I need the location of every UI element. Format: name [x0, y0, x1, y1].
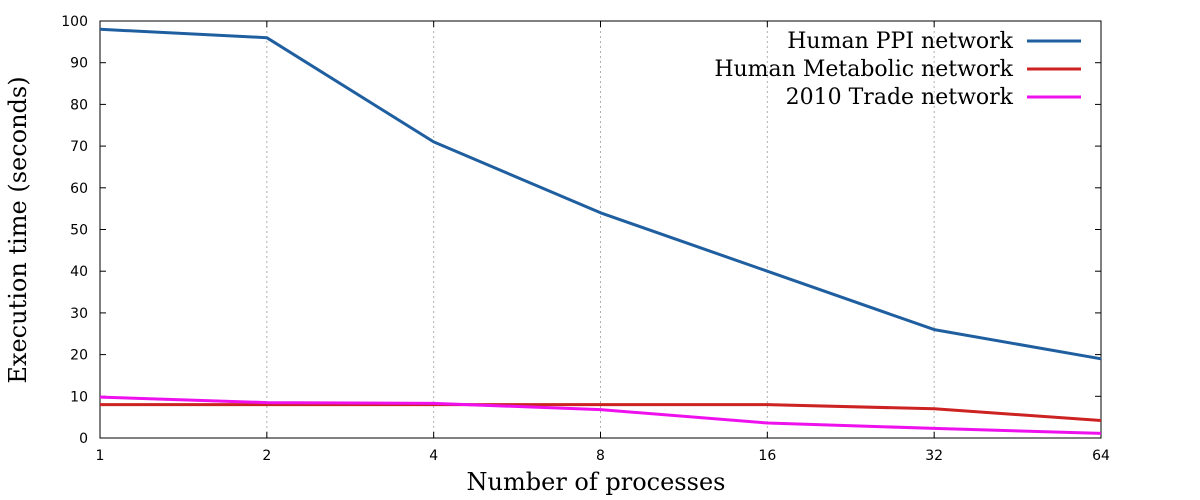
x-tick-label: 4	[429, 448, 438, 464]
x-tick-label: 64	[1092, 448, 1110, 464]
y-tick-label: 90	[70, 56, 88, 72]
y-tick-label: 70	[70, 139, 88, 155]
series-line-2010-trade-network	[99, 395, 1102, 435]
plot-frame	[99, 20, 1102, 439]
y-tick-label: 40	[70, 264, 88, 280]
x-tick-label: 1	[96, 448, 105, 464]
series	[99, 27, 1102, 435]
series-line-human-metabolic-network	[100, 403, 1102, 422]
grid	[266, 21, 935, 438]
y-tick-label: 10	[70, 389, 88, 405]
x-tick-label: 8	[596, 448, 605, 464]
y-tick-label: 30	[70, 306, 88, 322]
y-tick-label: 100	[61, 14, 88, 30]
y-tick-label: 0	[79, 431, 88, 447]
x-axis-title: Number of processes	[467, 468, 726, 496]
legend-label: Human Metabolic network	[714, 57, 1013, 82]
y-tick-label: 20	[70, 348, 88, 364]
legend: Human PPI network Human Metabolic network…	[714, 29, 1081, 110]
x-tick-label: 16	[758, 448, 776, 464]
y-tick-label: 50	[70, 223, 88, 239]
y-tick-label: 80	[70, 97, 88, 113]
series-line-human-ppi-network	[99, 27, 1102, 361]
legend-label: Human PPI network	[787, 29, 1013, 54]
y-tick-label: 60	[70, 181, 88, 197]
y-axis-title: Execution time (seconds)	[4, 76, 32, 383]
legend-label: 2010 Trade network	[786, 85, 1014, 110]
x-tick-label: 32	[925, 448, 943, 464]
x-tick-label: 2	[262, 448, 271, 464]
